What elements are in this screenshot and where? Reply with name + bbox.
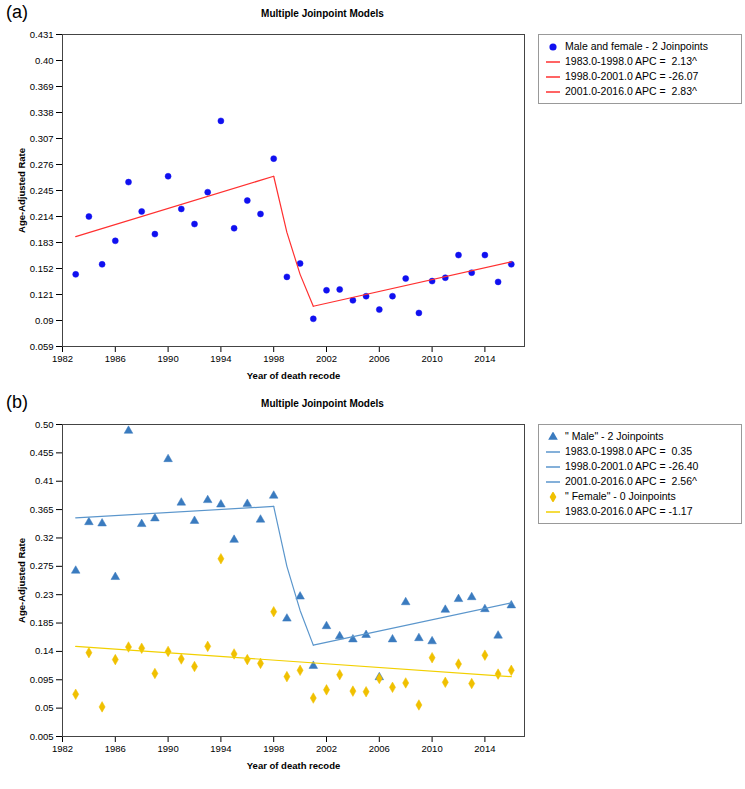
svg-text:0.369: 0.369	[30, 81, 54, 92]
svg-text:0.32: 0.32	[35, 532, 54, 543]
svg-text:1986: 1986	[105, 353, 126, 364]
html-text:(a): (a)	[6, 2, 28, 22]
svg-text:0.059: 0.059	[30, 341, 54, 352]
html-text:1983.0-2016.0 APC = -1.17: 1983.0-2016.0 APC = -1.17	[565, 505, 693, 517]
svg-text:1994: 1994	[210, 743, 231, 754]
svg-text:2014: 2014	[474, 353, 495, 364]
svg-text:Year of death recode: Year of death recode	[247, 370, 340, 381]
html-text:2001.0-2016.0 APC = 2.56^: 2001.0-2016.0 APC = 2.56^	[565, 475, 697, 487]
svg-text:Age-Adjusted Rate: Age-Adjusted Rate	[16, 538, 27, 623]
html-text:1983.0-1998.0 APC = 0.35: 1983.0-1998.0 APC = 0.35	[565, 445, 692, 457]
html-text:Male and female - 2 Joinpoints: Male and female - 2 Joinpoints	[565, 40, 708, 52]
svg-text:1994: 1994	[210, 353, 231, 364]
svg-text:2002: 2002	[316, 353, 337, 364]
svg-text:0.41: 0.41	[35, 475, 54, 486]
svg-text:Year of death recode: Year of death recode	[247, 760, 340, 771]
svg-text:0.09: 0.09	[35, 315, 54, 326]
svg-text:2010: 2010	[422, 743, 443, 754]
html-text:Multiple Joinpoint Models: Multiple Joinpoint Models	[261, 398, 384, 409]
svg-text:0.23: 0.23	[35, 589, 54, 600]
svg-text:1998: 1998	[263, 353, 284, 364]
svg-text:1986: 1986	[105, 743, 126, 754]
svg-text:0.431: 0.431	[30, 29, 54, 40]
svg-text:2014: 2014	[474, 743, 495, 754]
svg-text:0.121: 0.121	[30, 289, 54, 300]
svg-text:0.214: 0.214	[30, 211, 54, 222]
svg-text:1998: 1998	[263, 743, 284, 754]
svg-text:0.05: 0.05	[35, 702, 54, 713]
svg-text:0.185: 0.185	[30, 617, 54, 628]
html-text:1983.0-1998.0 APC = 2.13^: 1983.0-1998.0 APC = 2.13^	[565, 55, 697, 67]
svg-text:0.245: 0.245	[30, 185, 54, 196]
svg-text:0.307: 0.307	[30, 133, 54, 144]
svg-text:0.338: 0.338	[30, 107, 54, 118]
html-text:(b): (b)	[6, 392, 28, 412]
html-text:1998.0-2001.0 APC = -26.07: 1998.0-2001.0 APC = -26.07	[565, 70, 699, 82]
svg-text:1990: 1990	[158, 353, 179, 364]
svg-text:0.183: 0.183	[30, 237, 54, 248]
svg-text:1990: 1990	[158, 743, 179, 754]
html-text:1998.0-2001.0 APC = -26.40: 1998.0-2001.0 APC = -26.40	[565, 460, 699, 472]
svg-text:0.275: 0.275	[30, 560, 54, 571]
svg-text:2006: 2006	[369, 353, 390, 364]
svg-text:Age-Adjusted Rate: Age-Adjusted Rate	[16, 148, 27, 233]
svg-text:1982: 1982	[52, 353, 73, 364]
svg-text:0.40: 0.40	[35, 55, 54, 66]
svg-text:1982: 1982	[52, 743, 73, 754]
svg-text:0.152: 0.152	[30, 263, 54, 274]
svg-text:0.365: 0.365	[30, 504, 54, 515]
svg-text:2010: 2010	[422, 353, 443, 364]
svg-text:0.276: 0.276	[30, 159, 54, 170]
html-text:Multiple Joinpoint Models: Multiple Joinpoint Models	[261, 8, 384, 19]
svg-text:2002: 2002	[316, 743, 337, 754]
html-text:2001.0-2016.0 APC = 2.83^: 2001.0-2016.0 APC = 2.83^	[565, 85, 697, 97]
svg-text:0.14: 0.14	[35, 645, 54, 656]
svg-text:0.005: 0.005	[30, 731, 54, 742]
svg-text:0.50: 0.50	[35, 419, 54, 430]
html-text:" Male" - 2 Joinpoints: " Male" - 2 Joinpoints	[565, 430, 664, 442]
html-text:" Female" - 0 Joinpoints: " Female" - 0 Joinpoints	[565, 490, 676, 502]
svg-text:2006: 2006	[369, 743, 390, 754]
svg-text:0.095: 0.095	[30, 674, 54, 685]
svg-text:0.455: 0.455	[30, 447, 54, 458]
